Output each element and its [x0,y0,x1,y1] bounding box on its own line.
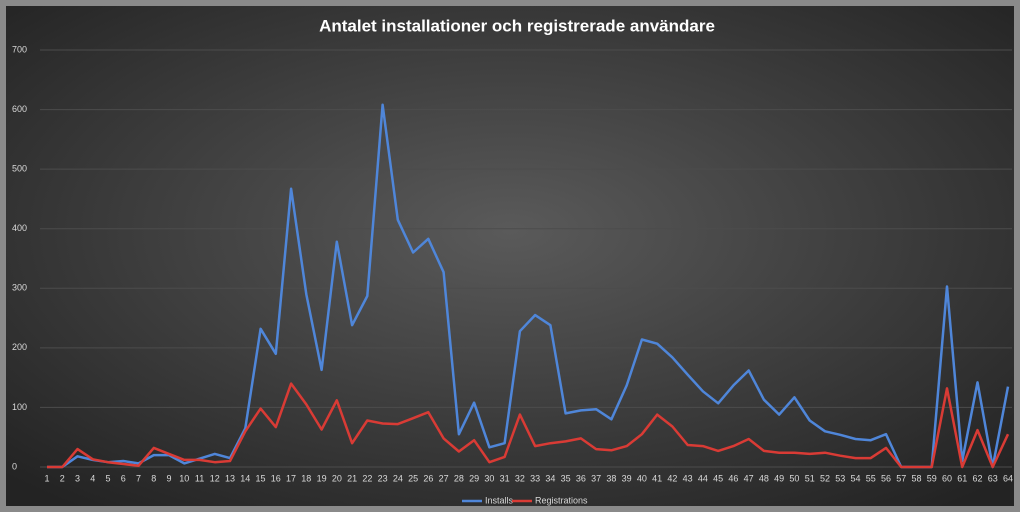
x-tick-label: 59 [927,473,937,483]
x-tick-label: 30 [484,473,494,483]
x-tick-label: 16 [271,473,281,483]
x-tick-label: 20 [332,473,342,483]
x-tick-label: 35 [561,473,571,483]
series-line [47,382,1010,469]
x-tick-label: 17 [286,473,296,483]
x-tick-label: 31 [500,473,510,483]
x-tick-label: 60 [942,473,952,483]
x-tick-label: 42 [667,473,677,483]
x-tick-label: 11 [195,473,204,483]
x-tick-label: 14 [240,473,250,483]
x-tick-label: 61 [957,473,967,483]
y-tick-label: 500 [12,164,27,174]
x-tick-label: 9 [167,473,172,483]
x-tick-label: 2 [60,473,65,483]
x-tick-label: 54 [850,473,860,483]
y-tick-label: 100 [12,402,27,412]
x-tick-label: 43 [683,473,693,483]
x-tick-label: 57 [896,473,906,483]
x-tick-label: 55 [866,473,876,483]
x-tick-label: 44 [698,473,708,483]
x-tick-label: 50 [789,473,799,483]
series-line [47,103,1010,469]
x-tick-label: 13 [225,473,235,483]
x-tick-label: 48 [759,473,769,483]
x-tick-label: 29 [469,473,479,483]
y-tick-label: 0 [12,461,17,471]
x-tick-label: 8 [151,473,156,483]
x-tick-label: 58 [911,473,921,483]
x-tick-label: 56 [881,473,891,483]
x-tick-label: 10 [179,473,189,483]
x-tick-label: 6 [121,473,126,483]
x-tick-label: 38 [606,473,616,483]
x-tick-label: 18 [301,473,311,483]
x-tick-label: 27 [439,473,449,483]
x-tick-label: 23 [378,473,388,483]
x-tick-label: 40 [637,473,647,483]
y-tick-label: 600 [12,104,27,114]
x-tick-label: 33 [530,473,540,483]
chart-title: Antalet installationer och registrerade … [319,16,715,35]
y-tick-label: 400 [12,223,27,233]
legend-label: Registrations [535,495,588,505]
x-tick-label: 21 [347,473,357,483]
x-tick-label: 37 [591,473,601,483]
x-tick-label: 7 [136,473,141,483]
x-tick-label: 49 [774,473,784,483]
plot-background [6,6,1014,506]
x-tick-label: 45 [713,473,723,483]
x-tick-label: 63 [988,473,998,483]
y-tick-label: 700 [12,44,27,54]
x-tick-label: 26 [423,473,433,483]
x-tick-label: 53 [835,473,845,483]
x-tick-label: 41 [652,473,662,483]
x-tick-label: 47 [744,473,754,483]
x-tick-label: 46 [728,473,738,483]
x-tick-label: 25 [408,473,418,483]
x-tick-label: 34 [545,473,555,483]
y-tick-label: 200 [12,342,27,352]
x-tick-label: 5 [106,473,111,483]
x-tick-label: 32 [515,473,525,483]
x-tick-label: 15 [256,473,266,483]
x-tick-label: 39 [622,473,632,483]
x-tick-label: 24 [393,473,403,483]
x-tick-label: 19 [317,473,327,483]
x-tick-label: 3 [75,473,80,483]
x-tick-label: 36 [576,473,586,483]
x-tick-label: 62 [972,473,982,483]
x-tick-label: 64 [1003,473,1013,483]
x-tick-label: 12 [210,473,220,483]
x-tick-label: 28 [454,473,464,483]
x-tick-label: 1 [44,473,49,483]
x-tick-label: 51 [805,473,815,483]
x-tick-label: 52 [820,473,830,483]
x-tick-label: 4 [90,473,95,483]
legend-label: Installs [485,495,514,505]
x-tick-label: 22 [362,473,372,483]
y-tick-label: 300 [12,283,27,293]
